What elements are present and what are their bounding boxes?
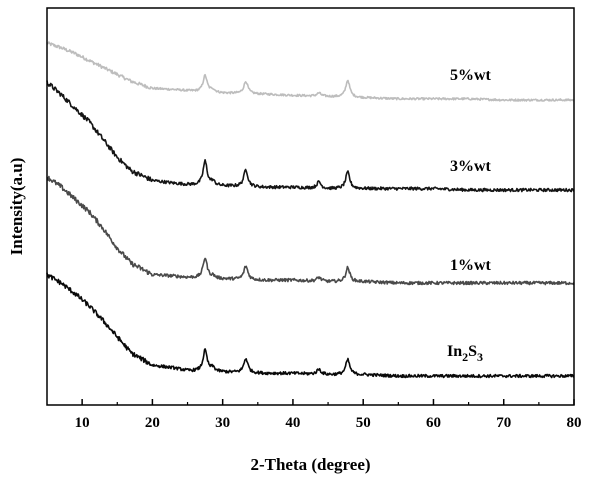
x-tick-label: 70 xyxy=(496,415,511,431)
series-label-5wt: 5%wt xyxy=(450,67,492,84)
curves-layer xyxy=(46,41,575,379)
series-line-5wt xyxy=(46,41,575,102)
series-labels: 5%wt 3%wt 1%wt In2S3 xyxy=(447,67,492,364)
x-axis-title: 2-Theta (degree) xyxy=(250,455,370,474)
y-axis-title: Intensity(a.u) xyxy=(7,158,26,256)
x-tick-label: 50 xyxy=(356,415,371,431)
series-label-3wt: 3%wt xyxy=(450,158,492,175)
x-tick-label: 20 xyxy=(145,415,160,431)
x-axis-tick-labels: 10 20 30 40 50 60 70 80 xyxy=(75,415,582,431)
x-tick-label: 60 xyxy=(426,415,441,431)
series-line-3wt xyxy=(46,80,575,193)
x-tick-label: 30 xyxy=(215,415,230,431)
series-label-in2s3: In2S3 xyxy=(447,343,483,364)
x-tick-label: 40 xyxy=(285,415,300,431)
series-label-1wt: 1%wt xyxy=(450,257,492,274)
series-line-in2s3 xyxy=(46,272,575,379)
plot-frame xyxy=(46,7,575,406)
series-line-1wt xyxy=(46,175,575,286)
x-tick-label: 10 xyxy=(75,415,90,431)
x-axis-ticks xyxy=(81,399,575,405)
x-tick-label: 80 xyxy=(567,415,582,431)
